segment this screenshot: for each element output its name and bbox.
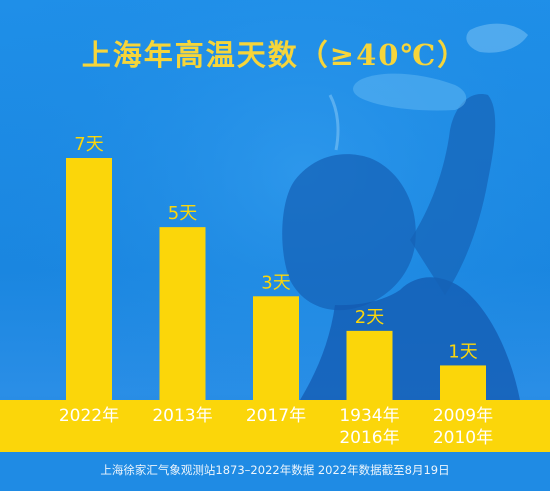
bar-0 (66, 158, 112, 400)
category-label-3-0: 1934年 (339, 406, 399, 426)
bar-4 (440, 365, 486, 400)
bar-2 (253, 296, 299, 400)
category-label-1-0: 2013年 (152, 406, 212, 426)
bar-1 (159, 227, 206, 400)
value-label-0: 7天 (74, 134, 103, 155)
chart-title: 上海年高温天数（≥40℃） (81, 38, 469, 72)
value-label-1: 5天 (168, 203, 197, 224)
category-label-4-1: 2010年 (433, 428, 493, 448)
data-source-note: 上海徐家汇气象观测站1873–2022年数据 2022年数据截至8月19日 (100, 463, 450, 477)
category-label-3-1: 2016年 (339, 428, 399, 448)
footnote-band (0, 452, 550, 491)
value-label-4: 1天 (448, 341, 477, 362)
category-label-0-0: 2022年 (59, 406, 119, 426)
category-label-2-0: 2017年 (246, 406, 306, 426)
value-label-3: 2天 (355, 307, 384, 328)
bar-3 (346, 330, 393, 400)
category-label-4-0: 2009年 (433, 406, 493, 426)
value-label-2: 3天 (261, 272, 290, 293)
